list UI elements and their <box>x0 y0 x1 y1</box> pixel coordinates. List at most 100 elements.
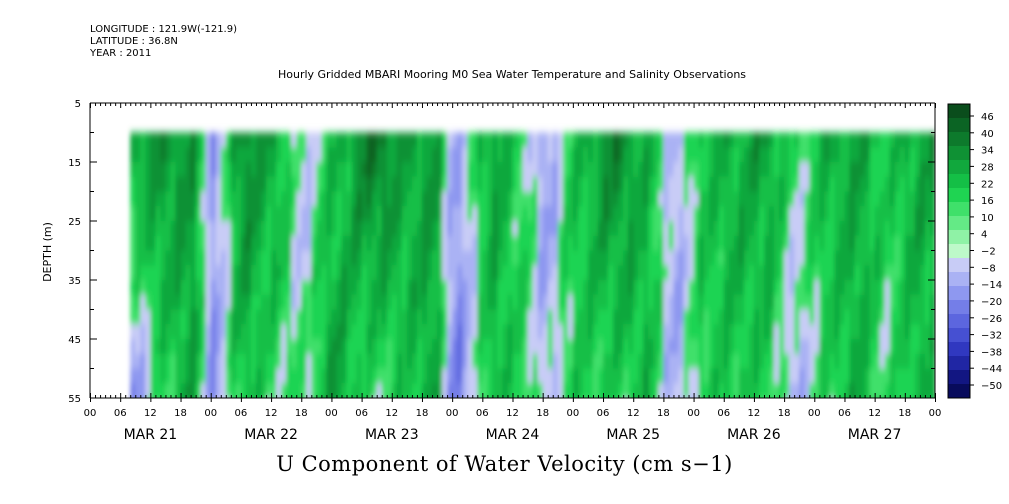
heatmap-cell <box>427 368 433 384</box>
heatmap-cell <box>753 191 760 207</box>
heatmap-cell <box>784 280 790 296</box>
heatmap-cell <box>819 162 825 178</box>
heatmap-cell <box>271 147 277 163</box>
colorbar-label: −44 <box>981 364 1002 375</box>
heatmap-cell <box>447 309 453 325</box>
heatmap-cell <box>416 235 423 252</box>
heatmap-cell <box>391 206 398 222</box>
heatmap-cell <box>663 221 670 237</box>
x-hour-label: 12 <box>385 408 398 419</box>
heatmap-cell <box>306 368 312 384</box>
heatmap-cell <box>261 353 267 370</box>
heatmap-cell <box>351 265 358 281</box>
heatmap-cell <box>170 176 177 193</box>
heatmap-cell <box>849 339 856 355</box>
heatmap-cell <box>854 265 861 281</box>
heatmap-cell <box>266 324 272 340</box>
heatmap-cell <box>603 176 609 193</box>
heatmap-cell <box>411 383 418 398</box>
heatmap-cell <box>819 383 825 398</box>
heatmap-cell <box>225 383 232 398</box>
heatmap-cell <box>467 250 473 266</box>
heatmap-cell <box>899 250 906 266</box>
heatmap-cell <box>759 162 765 178</box>
heatmap-cell <box>598 206 604 222</box>
heatmap-cell <box>467 162 473 178</box>
heatmap-cell <box>608 162 614 178</box>
heatmap-cell <box>889 162 896 178</box>
heatmap-cell <box>859 368 866 384</box>
heatmap-cell <box>930 324 935 340</box>
heatmap-cell <box>668 280 675 296</box>
heatmap-cell <box>437 398 443 413</box>
heatmap-cell <box>135 221 141 237</box>
heatmap-cell <box>829 147 836 163</box>
heatmap-cell <box>713 265 720 281</box>
heatmap-cell <box>220 191 227 207</box>
heatmap-cell <box>472 353 478 370</box>
heatmap-cell <box>658 294 665 311</box>
heatmap-cell <box>487 206 494 222</box>
heatmap-cell <box>497 250 504 266</box>
heatmap-cell <box>306 265 312 281</box>
heatmap-cell <box>411 265 418 281</box>
heatmap-cell <box>849 265 856 281</box>
heatmap-cell <box>759 206 765 222</box>
heatmap-cell <box>623 132 629 148</box>
heatmap-cell <box>849 368 856 384</box>
heatmap-cell <box>391 309 398 325</box>
heatmap-cell <box>809 221 815 237</box>
heatmap-cell <box>884 294 891 311</box>
heatmap-cell <box>708 324 715 340</box>
heatmap-cell <box>648 221 654 237</box>
heatmap-cell <box>824 294 830 311</box>
heatmap-cell <box>859 280 866 296</box>
heatmap-cell <box>603 147 609 163</box>
heatmap-cell <box>532 280 539 296</box>
heatmap-cell <box>889 221 896 237</box>
heatmap-cell <box>809 339 815 355</box>
heatmap-cell <box>628 206 634 222</box>
heatmap-cell <box>774 309 780 325</box>
heatmap-cell <box>613 176 619 193</box>
heatmap-cell <box>321 280 328 296</box>
heatmap-cell <box>406 383 413 398</box>
heatmap-cell <box>331 294 338 311</box>
heatmap-cell <box>633 294 639 311</box>
heatmap-cell <box>235 132 242 148</box>
heatmap-cell <box>291 353 297 370</box>
heatmap-cell <box>723 280 730 296</box>
colorbar-label: 46 <box>981 112 994 123</box>
heatmap-cell <box>140 206 146 222</box>
heatmap-cell <box>462 309 468 325</box>
heatmap-cell <box>914 250 921 266</box>
heatmap-cell <box>718 324 725 340</box>
heatmap-cell <box>276 250 282 266</box>
heatmap-cell <box>160 147 167 163</box>
heatmap-cell <box>623 162 629 178</box>
heatmap-cell <box>316 398 322 413</box>
heatmap-cell <box>869 339 876 355</box>
heatmap-cell <box>587 250 594 266</box>
heatmap-cell <box>452 294 458 311</box>
heatmap-cell <box>251 353 257 370</box>
heatmap-cell <box>391 339 398 355</box>
heatmap-cell <box>437 368 443 384</box>
heatmap-cell <box>613 324 619 340</box>
heatmap-cell <box>170 309 177 325</box>
heatmap-cell <box>919 221 926 237</box>
heatmap-cell <box>240 353 247 370</box>
heatmap-cell <box>577 221 584 237</box>
heatmap-cell <box>321 309 328 325</box>
heatmap-cell <box>774 147 780 163</box>
heatmap-cell <box>582 383 589 398</box>
heatmap-cell <box>235 324 242 340</box>
colorbar-swatch <box>948 202 970 217</box>
heatmap-cell <box>567 147 574 163</box>
heatmap-cell <box>698 368 705 384</box>
heatmap-cell <box>331 162 338 178</box>
heatmap-cell <box>411 250 418 266</box>
heatmap-cell <box>855 398 861 413</box>
heatmap-cell <box>165 221 172 237</box>
heatmap-cell <box>497 294 504 311</box>
